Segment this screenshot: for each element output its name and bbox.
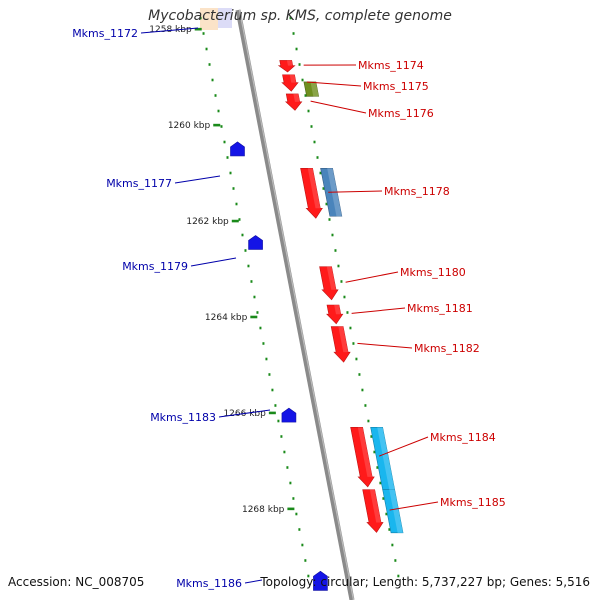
label-leader bbox=[352, 308, 405, 313]
gene-label-mkms-1180[interactable]: Mkms_1180 bbox=[400, 266, 466, 279]
label-leader bbox=[311, 101, 366, 113]
scale-label: 1262 kbp bbox=[186, 217, 229, 227]
label-leader bbox=[357, 343, 412, 348]
gene-label-mkms-1183[interactable]: Mkms_1183 bbox=[150, 411, 216, 424]
scale-label: 1264 kbp bbox=[205, 313, 248, 323]
label-leader bbox=[346, 272, 398, 282]
label-leader bbox=[191, 258, 236, 266]
scale-label: 1268 kbp bbox=[242, 505, 285, 515]
gene-mkms-1179[interactable] bbox=[249, 235, 263, 249]
gene-mkms-1183[interactable] bbox=[282, 408, 296, 422]
scale-label: 1260 kbp bbox=[168, 121, 211, 131]
gene-mkms-1174-face bbox=[287, 60, 293, 65]
gene-mkms-1175[interactable] bbox=[282, 75, 298, 91]
gene-label-mkms-1181[interactable]: Mkms_1181 bbox=[407, 302, 473, 315]
gene-label-mkms-1186[interactable]: Mkms_1186 bbox=[176, 577, 242, 590]
gene-mkms-1174[interactable] bbox=[279, 60, 295, 72]
gene-label-mkms-1172[interactable]: Mkms_1172 bbox=[72, 27, 138, 40]
gene-mkms-1176[interactable] bbox=[286, 94, 302, 110]
gene-label-mkms-1185[interactable]: Mkms_1185 bbox=[440, 496, 506, 509]
gene-label-mkms-1182[interactable]: Mkms_1182 bbox=[414, 342, 480, 355]
gene-label-mkms-1177[interactable]: Mkms_1177 bbox=[106, 177, 172, 190]
page-title: Mycobacterium sp. KMS, complete genome bbox=[0, 8, 600, 24]
label-leader bbox=[175, 176, 220, 183]
gene-mkms-1177[interactable] bbox=[230, 142, 244, 156]
gene-label-mkms-1184[interactable]: Mkms_1184 bbox=[430, 431, 496, 444]
genome-summary-text: Topology: circular; Length: 5,737,227 bp… bbox=[260, 575, 590, 589]
gene-label-mkms-1176[interactable]: Mkms_1176 bbox=[368, 107, 434, 120]
gene-label-mkms-1178[interactable]: Mkms_1178 bbox=[384, 185, 450, 198]
gene-label-mkms-1175[interactable]: Mkms_1175 bbox=[363, 80, 429, 93]
gene-label-mkms-1174[interactable]: Mkms_1174 bbox=[358, 59, 424, 72]
gene-label-mkms-1179[interactable]: Mkms_1179 bbox=[122, 260, 188, 273]
accession-text: Accession: NC_008705 bbox=[8, 575, 144, 589]
